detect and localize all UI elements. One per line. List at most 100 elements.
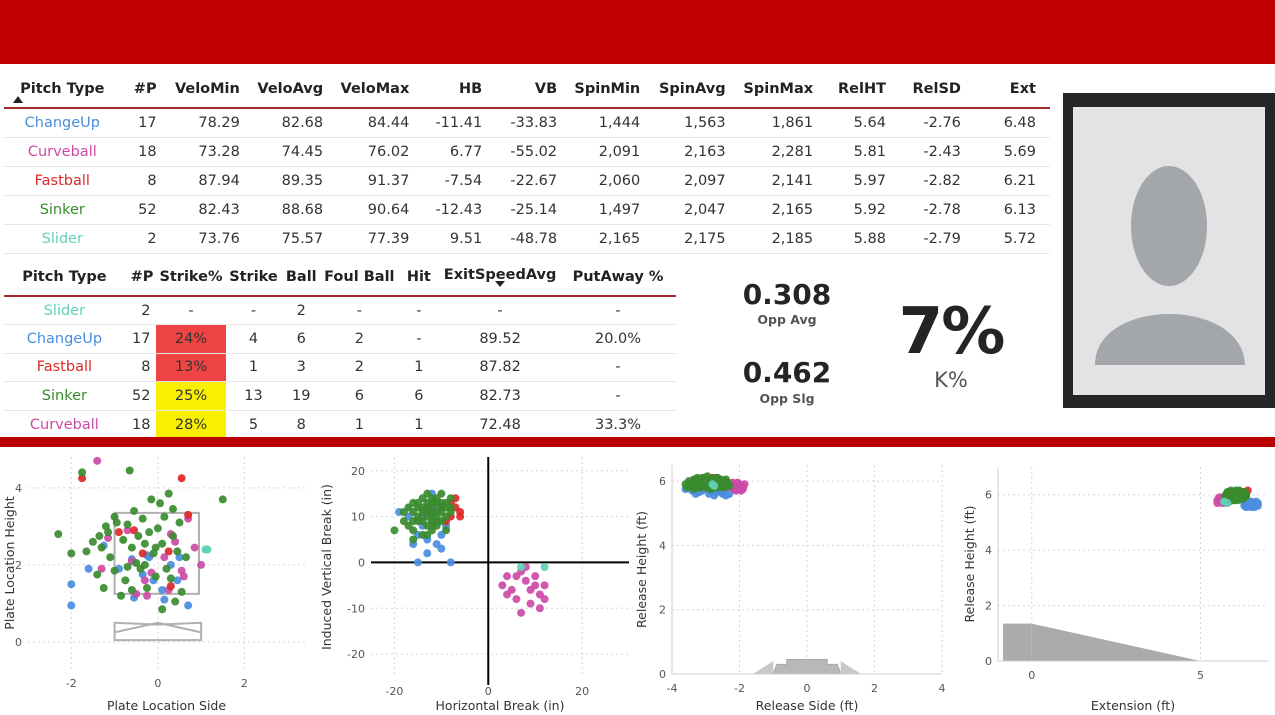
data-point-sinker[interactable] (145, 528, 154, 537)
data-point-sinker[interactable] (423, 508, 432, 516)
data-point-curveball[interactable] (93, 456, 102, 465)
data-point-sinker[interactable] (437, 498, 446, 507)
data-point-sinker[interactable] (151, 572, 160, 581)
data-point-sinker[interactable] (164, 489, 173, 498)
col-header-strike[interactable]: Strike (225, 258, 282, 297)
data-point-fastball[interactable] (184, 510, 193, 519)
data-point-curveball[interactable] (540, 581, 549, 590)
col-header-ext[interactable]: Ext (974, 70, 1050, 109)
data-point-sinker[interactable] (110, 566, 119, 575)
data-point-sinker[interactable] (119, 535, 128, 544)
col-header-spinmin[interactable]: SpinMin (571, 70, 655, 109)
col-header-p[interactable]: #P (120, 70, 171, 109)
data-point-curveball[interactable] (521, 576, 530, 585)
data-point-changeup[interactable] (173, 576, 182, 585)
data-point-curveball[interactable] (526, 599, 535, 608)
data-point-sinker[interactable] (54, 530, 63, 539)
data-point-sinker[interactable] (409, 517, 418, 526)
data-point-curveball[interactable] (160, 553, 169, 562)
data-point-fastball[interactable] (177, 474, 186, 483)
data-point-sinker[interactable] (143, 584, 152, 593)
data-point-sinker[interactable] (78, 468, 87, 477)
data-point-sinker[interactable] (99, 584, 108, 593)
data-point-sinker[interactable] (446, 503, 455, 512)
data-point-sinker[interactable] (130, 506, 139, 515)
data-point-sinker[interactable] (147, 495, 156, 504)
data-point-sinker[interactable] (713, 473, 722, 482)
data-point-curveball[interactable] (503, 590, 512, 599)
data-point-sinker[interactable] (125, 466, 134, 475)
data-point-changeup[interactable] (1248, 499, 1257, 508)
data-point-sinker[interactable] (689, 475, 698, 484)
data-point-changeup[interactable] (413, 558, 422, 567)
data-point-fastball[interactable] (456, 512, 465, 521)
data-point-curveball[interactable] (512, 572, 521, 581)
col-header-spinavg[interactable]: SpinAvg (654, 70, 740, 109)
col-header-hb[interactable]: HB (423, 70, 497, 109)
data-point-curveball[interactable] (517, 608, 526, 617)
data-point-sinker[interactable] (181, 553, 190, 562)
data-point-curveball[interactable] (143, 591, 152, 600)
data-point-curveball[interactable] (531, 581, 540, 590)
data-point-sinker[interactable] (218, 495, 227, 504)
data-point-fastball[interactable] (164, 547, 173, 556)
data-point-sinker[interactable] (132, 559, 141, 567)
data-point-sinker[interactable] (446, 494, 455, 503)
data-point-sinker[interactable] (1242, 489, 1251, 498)
data-point-sinker[interactable] (168, 505, 177, 514)
col-header-foul-ball[interactable]: Foul Ball (321, 258, 398, 297)
data-point-sinker[interactable] (134, 532, 143, 541)
data-point-sinker[interactable] (153, 524, 162, 533)
data-point-sinker[interactable] (151, 543, 160, 552)
col-header-velomin[interactable]: VeloMin (170, 70, 254, 109)
data-point-curveball[interactable] (123, 526, 132, 535)
data-point-sinker[interactable] (684, 481, 693, 490)
col-header-putaway[interactable]: PutAway % (560, 258, 676, 297)
data-point-changeup[interactable] (423, 549, 432, 558)
data-point-sinker[interactable] (423, 530, 432, 539)
col-header-pitch-type[interactable]: Pitch Type (4, 70, 121, 109)
data-point-sinker[interactable] (693, 483, 702, 492)
data-point-sinker[interactable] (67, 549, 76, 558)
data-point-sinker[interactable] (168, 532, 177, 541)
data-point-sinker[interactable] (97, 543, 106, 552)
data-point-sinker[interactable] (88, 537, 97, 546)
data-point-fastball[interactable] (166, 582, 175, 591)
data-point-sinker[interactable] (95, 532, 104, 541)
data-point-sinker[interactable] (127, 543, 136, 552)
data-point-sinker[interactable] (409, 535, 418, 544)
data-point-sinker[interactable] (175, 518, 184, 527)
data-point-slider[interactable] (203, 545, 212, 554)
data-point-sinker[interactable] (166, 574, 175, 583)
data-point-sinker[interactable] (399, 508, 408, 516)
data-point-sinker[interactable] (158, 605, 167, 614)
data-point-changeup[interactable] (160, 595, 169, 604)
data-point-sinker[interactable] (106, 553, 115, 562)
data-point-curveball[interactable] (540, 595, 549, 604)
data-point-sinker[interactable] (418, 517, 427, 526)
data-point-sinker[interactable] (701, 483, 710, 492)
data-point-sinker[interactable] (177, 587, 186, 596)
data-point-curveball[interactable] (104, 533, 113, 542)
data-point-slider[interactable] (517, 563, 526, 571)
data-point-curveball[interactable] (97, 564, 106, 573)
data-point-sinker[interactable] (138, 514, 147, 523)
data-point-sinker[interactable] (442, 526, 451, 535)
data-point-sinker[interactable] (437, 489, 446, 498)
data-point-sinker[interactable] (162, 564, 171, 573)
sort-descending-icon[interactable] (495, 280, 506, 287)
data-point-sinker[interactable] (1231, 493, 1240, 502)
data-point-sinker[interactable] (123, 520, 132, 529)
col-header-relht[interactable]: RelHT (827, 70, 900, 109)
data-point-sinker[interactable] (123, 562, 132, 571)
col-header-velomax[interactable]: VeloMax (337, 70, 424, 109)
data-point-changeup[interactable] (84, 564, 93, 573)
data-point-sinker[interactable] (127, 585, 136, 594)
data-point-sinker[interactable] (93, 570, 102, 579)
col-header-veloavg[interactable]: VeloAvg (253, 70, 338, 109)
data-point-sinker[interactable] (409, 498, 418, 507)
col-header-ball[interactable]: Ball (281, 258, 322, 297)
data-point-sinker[interactable] (140, 539, 149, 548)
data-point-curveball[interactable] (498, 581, 507, 590)
data-point-sinker[interactable] (390, 526, 399, 535)
